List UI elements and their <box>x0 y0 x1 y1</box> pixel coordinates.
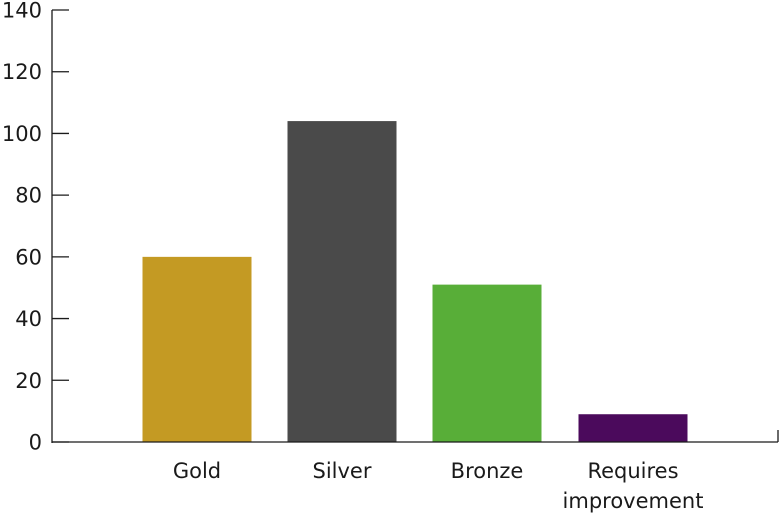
x-tick-label: Silver <box>313 459 372 483</box>
x-tick-label: Gold <box>173 459 221 483</box>
bar-bronze <box>432 284 542 442</box>
y-tick-label: 120 <box>2 60 42 84</box>
x-tick-label-line: Requires <box>587 459 678 483</box>
x-tick-label: Requires improvement <box>563 459 704 513</box>
bar-requires-improvement <box>578 414 688 442</box>
y-tick-label: 60 <box>15 245 42 269</box>
x-tick-label-line: improvement <box>563 489 704 513</box>
bars <box>142 121 688 442</box>
y-tick-label: 80 <box>15 184 42 208</box>
y-tick-label: 140 <box>2 0 42 23</box>
bar-silver <box>287 121 397 442</box>
bar-gold <box>142 256 252 442</box>
x-tick-label-line: Bronze <box>451 459 524 483</box>
x-tick-label: Bronze <box>451 459 524 483</box>
y-tick-label: 40 <box>15 307 42 331</box>
x-tick-label-line: Silver <box>313 459 372 483</box>
x-tick-label-line: Gold <box>173 459 221 483</box>
y-tick-label: 20 <box>15 369 42 393</box>
y-axis: 0 20 40 60 80 100 120 140 <box>2 0 69 455</box>
y-tick-label: 100 <box>2 122 42 146</box>
x-axis: Gold Silver Bronze Requires improvement <box>52 430 779 513</box>
y-tick-label: 0 <box>29 431 42 455</box>
